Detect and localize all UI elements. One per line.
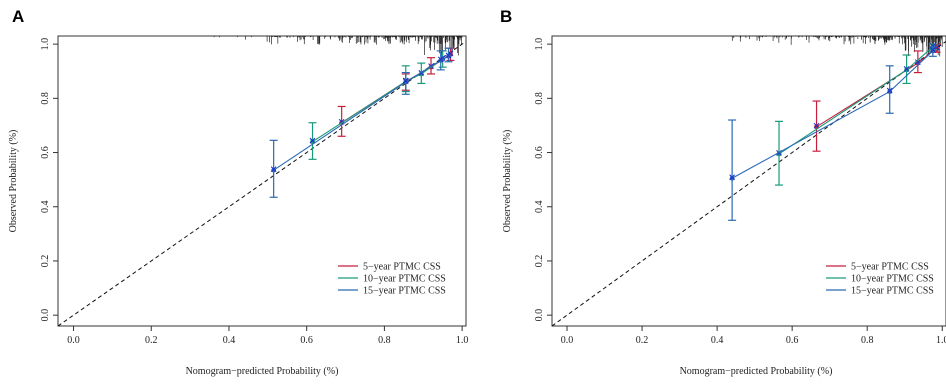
y-tick-label: 0.8 [534, 92, 545, 105]
series-line [778, 46, 934, 155]
chart-panel-b: B 0.0 0.2 0.4 0.6 0.8 1.0 0.0 0.2 0.4 0.6 0.8 1.0 Nom… [500, 7, 946, 377]
x-tick-label: 0.2 [145, 335, 158, 346]
series-3 [269, 47, 453, 198]
y-tick-label: 0.6 [534, 146, 545, 159]
x-tick-label: 0.6 [786, 335, 799, 346]
x-tick-label: 0.4 [711, 335, 724, 346]
data-point [904, 67, 909, 73]
x-tick-label: 0.4 [223, 335, 236, 346]
series-2 [775, 42, 937, 186]
y-tick-label: 0.0 [534, 309, 545, 322]
y-axis-title: Observed Probability (%) [8, 130, 19, 233]
x-axis-title: Nomogram−predicted Probability (%) [186, 366, 339, 377]
observed-marker [729, 174, 736, 181]
y-tick-label: 0.0 [40, 309, 51, 322]
x-tick-label: 0.8 [861, 335, 874, 346]
data-point [403, 79, 409, 85]
legend-label: 10−year PTMC CSS [363, 274, 446, 285]
x-tick-label: 1.0 [456, 335, 469, 346]
x-tick-label: 0.0 [67, 335, 80, 346]
legend-label: 5−year PTMC CSS [363, 262, 441, 273]
series-3 [728, 46, 937, 221]
data-point [887, 89, 893, 94]
y-tick-label: 0.6 [40, 146, 51, 159]
observed-marker [309, 137, 316, 144]
legend-label: 10−year PTMC CSS [851, 274, 934, 285]
panel-label: A [12, 7, 24, 26]
observed-marker [437, 56, 444, 63]
data-point [271, 167, 277, 173]
legend-label: 15−year PTMC CSS [363, 286, 446, 297]
reference-diagonal [58, 40, 466, 326]
legend-label: 15−year PTMC CSS [851, 286, 934, 297]
series-2 [308, 50, 447, 160]
y-tick-label: 0.8 [40, 92, 51, 105]
observed-marker [886, 87, 893, 94]
chart-panel-a: A 0.0 0.2 0.4 0.6 0.8 1.0 0.0 0.2 0.4 0.6 0.8 1.0 Nom… [8, 7, 469, 377]
series-line [273, 55, 449, 171]
legend-label: 5−year PTMC CSS [851, 262, 929, 273]
x-axis-title: Nomogram−predicted Probability (%) [680, 366, 833, 377]
y-tick-label: 1.0 [40, 38, 51, 51]
x-tick-label: 0.2 [636, 335, 649, 346]
distribution-rug [213, 36, 463, 56]
y-axis-title: Observed Probability (%) [502, 130, 513, 233]
x-tick-label: 0.8 [378, 335, 391, 346]
plot-area [552, 40, 946, 326]
observed-marker [445, 52, 452, 59]
y-tick-label: 1.0 [534, 38, 545, 51]
observed-marker [903, 65, 910, 72]
observed-marker [270, 166, 277, 173]
y-tick-label: 0.4 [40, 200, 51, 213]
plot-frame [57, 35, 467, 327]
data-point [930, 48, 936, 54]
data-point [729, 175, 735, 181]
distribution-rug [731, 36, 943, 57]
reference-diagonal [552, 40, 946, 326]
series-line [731, 50, 934, 179]
y-tick-label: 0.2 [40, 255, 51, 268]
data-point [446, 53, 451, 59]
y-tick-label: 0.2 [534, 255, 545, 268]
x-tick-label: 0.0 [561, 335, 574, 346]
observed-marker [402, 78, 409, 84]
x-tick-label: 0.6 [300, 335, 313, 346]
data-point [438, 57, 444, 63]
observed-marker [929, 47, 936, 53]
y-tick-label: 0.4 [534, 200, 545, 213]
x-tick-label: 1.0 [936, 335, 946, 346]
series-1 [812, 43, 941, 152]
plot-area [58, 40, 466, 326]
panel-label: B [500, 7, 512, 26]
